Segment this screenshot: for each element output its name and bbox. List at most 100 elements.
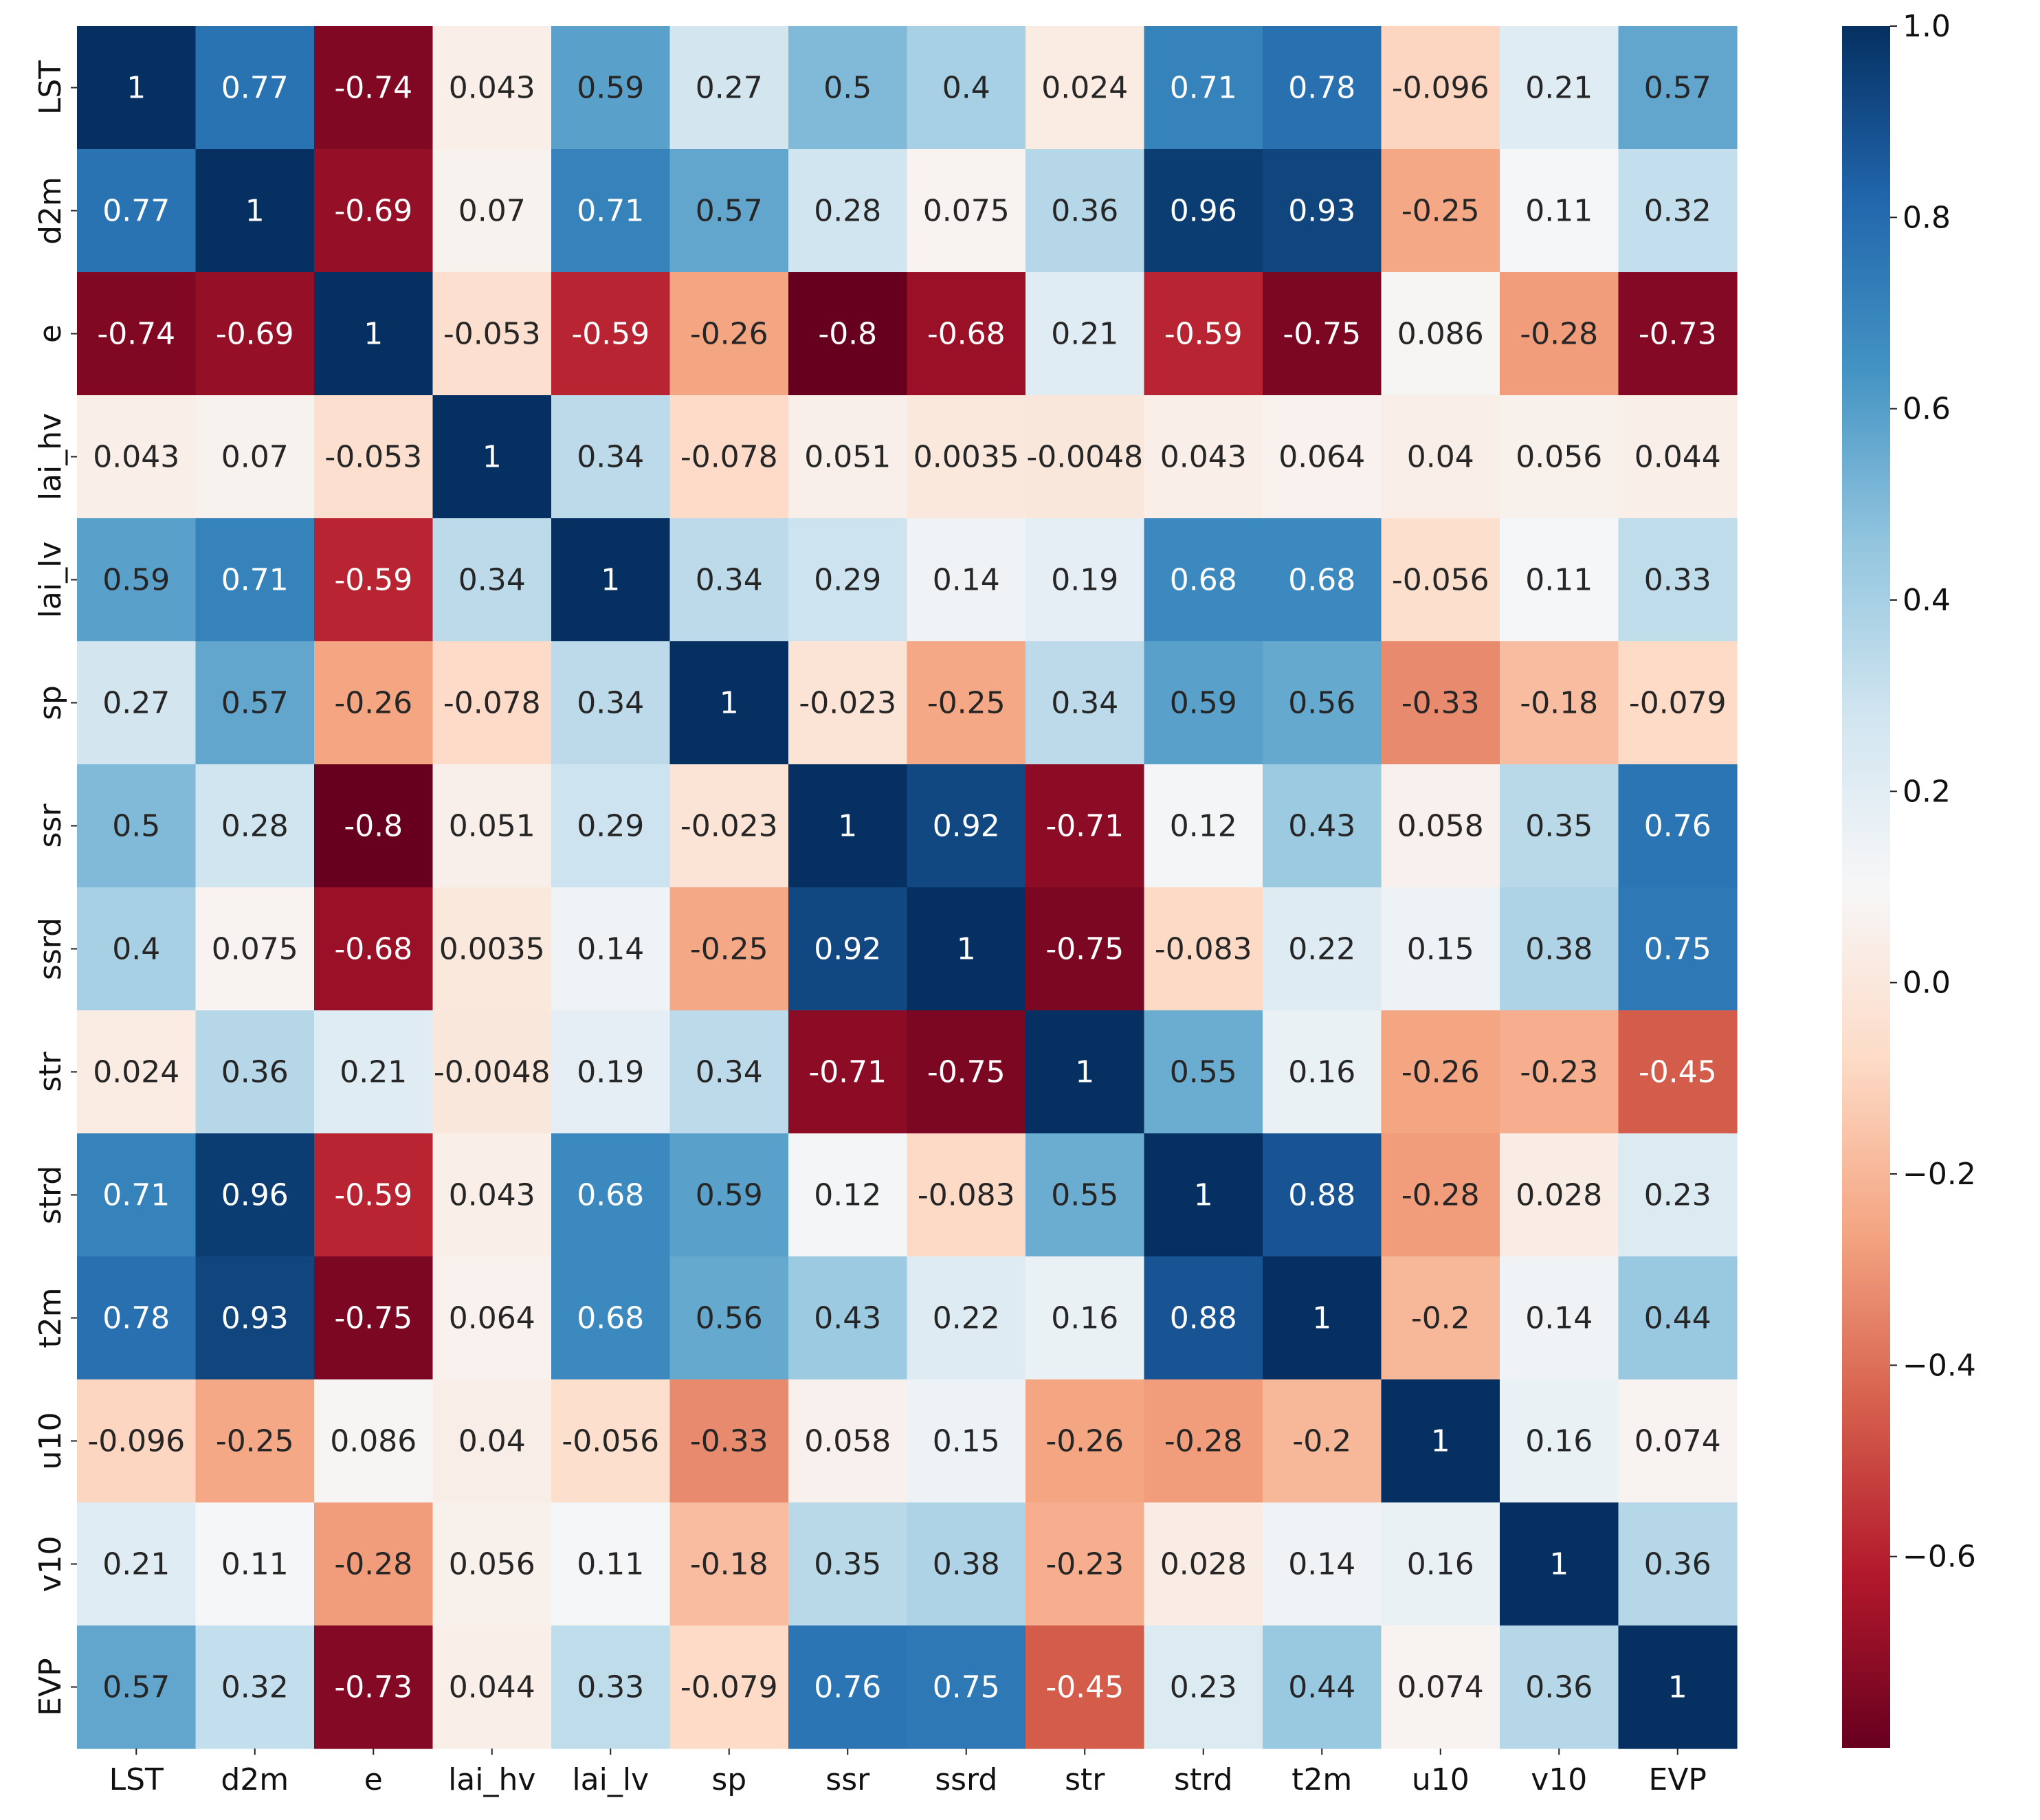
cell-label-u10-EVP: 0.074 bbox=[1634, 1424, 1721, 1459]
heatmap-cell-sp-e bbox=[314, 641, 434, 765]
heatmap-cell-d2m-LST bbox=[77, 149, 197, 273]
heatmap-cell-LST-e bbox=[314, 26, 434, 150]
cell-label-u10-e: 0.086 bbox=[330, 1424, 417, 1459]
cell-label-d2m-lai_hv: 0.07 bbox=[458, 194, 526, 229]
heatmap-cell-lai_hv-v10 bbox=[1500, 395, 1619, 519]
x-tick-label-u10: u10 bbox=[1412, 1762, 1470, 1797]
heatmap-cell-ssrd-d2m bbox=[195, 887, 315, 1011]
heatmap-cell-u10-sp bbox=[669, 1379, 789, 1503]
cell-label-e-LST: -0.74 bbox=[97, 317, 175, 352]
heatmap-cell-ssr-ssrd bbox=[907, 764, 1026, 888]
heatmap-cell-lai_hv-lai_lv bbox=[551, 395, 671, 519]
heatmap-cell-strd-EVP bbox=[1618, 1133, 1738, 1257]
cell-label-lai_lv-LST: 0.59 bbox=[102, 563, 170, 598]
cell-label-ssr-sp: -0.023 bbox=[680, 809, 778, 844]
x-tick-label-e: e bbox=[364, 1762, 383, 1797]
cell-label-ssr-EVP: 0.76 bbox=[1644, 809, 1711, 844]
cell-label-lai_hv-str: -0.0048 bbox=[1026, 440, 1143, 475]
heatmap-cell-e-ssrd bbox=[907, 272, 1026, 396]
heatmap-cell-d2m-u10 bbox=[1381, 149, 1500, 273]
heatmap-cell-ssr-t2m bbox=[1263, 764, 1382, 888]
cell-label-ssr-str: -0.71 bbox=[1045, 809, 1124, 844]
heatmap-cell-e-e bbox=[314, 272, 434, 396]
heatmap-cell-str-d2m bbox=[195, 1010, 315, 1134]
cell-label-LST-lai_lv: 0.59 bbox=[577, 71, 644, 106]
cell-label-v10-strd: 0.028 bbox=[1160, 1547, 1247, 1582]
cell-label-e-strd: -0.59 bbox=[1164, 317, 1243, 352]
heatmap-cell-sp-LST bbox=[77, 641, 197, 765]
heatmap-cell-sp-strd bbox=[1144, 641, 1263, 765]
cell-label-lai_lv-v10: 0.11 bbox=[1525, 563, 1593, 598]
colorbar-tick-label: 0.8 bbox=[1903, 200, 1951, 235]
cell-label-ssrd-sp: -0.25 bbox=[690, 932, 768, 967]
heatmap-cell-LST-lai_hv bbox=[432, 26, 552, 150]
cell-label-d2m-str: 0.36 bbox=[1051, 194, 1118, 229]
cell-label-EVP-v10: 0.36 bbox=[1525, 1670, 1593, 1705]
x-axis-ticks: LST d2m e lai_hv lai_lv sp ssr ssrd str strd t2m u1… bbox=[109, 1749, 1707, 1797]
heatmap-cell-t2m-t2m bbox=[1263, 1256, 1382, 1380]
heatmap-cell-ssr-EVP bbox=[1618, 764, 1738, 888]
heatmap-cell-u10-LST bbox=[77, 1379, 197, 1503]
cell-label-ssrd-str: -0.75 bbox=[1045, 932, 1124, 967]
cell-label-LST-strd: 0.71 bbox=[1170, 71, 1237, 106]
heatmap-cell-ssr-u10 bbox=[1381, 764, 1500, 888]
heatmap-cell-ssrd-strd bbox=[1144, 887, 1263, 1011]
heatmap-cell-LST-lai_lv bbox=[551, 26, 671, 150]
cell-label-d2m-u10: -0.25 bbox=[1401, 194, 1480, 229]
cell-label-u10-ssr: 0.058 bbox=[804, 1424, 891, 1459]
heatmap-cell-v10-ssrd bbox=[907, 1502, 1026, 1626]
cell-label-e-ssr: -0.8 bbox=[818, 317, 877, 352]
cell-label-sp-v10: -0.18 bbox=[1520, 686, 1598, 721]
cell-label-str-ssr: -0.71 bbox=[808, 1055, 887, 1090]
cell-label-strd-d2m: 0.96 bbox=[221, 1178, 289, 1213]
cell-label-ssrd-v10: 0.38 bbox=[1525, 932, 1593, 967]
heatmap-cell-v10-v10 bbox=[1500, 1502, 1619, 1626]
heatmap-cell-d2m-lai_hv bbox=[432, 149, 552, 273]
y-tick-label-lai_hv: lai_hv bbox=[33, 413, 68, 500]
cell-label-LST-sp: 0.27 bbox=[696, 71, 763, 106]
heatmap-cell-d2m-t2m bbox=[1263, 149, 1382, 273]
cell-label-EVP-u10: 0.074 bbox=[1397, 1670, 1484, 1705]
cell-label-d2m-sp: 0.57 bbox=[696, 194, 763, 229]
heatmap-cell-ssr-lai_hv bbox=[432, 764, 552, 888]
cell-label-e-u10: 0.086 bbox=[1397, 317, 1484, 352]
cell-label-e-e: 1 bbox=[364, 317, 383, 352]
cell-label-d2m-v10: 0.11 bbox=[1525, 194, 1593, 229]
heatmap-cell-str-lai_lv bbox=[551, 1010, 671, 1134]
colorbar-tick-label: −0.6 bbox=[1903, 1540, 1976, 1575]
cell-label-v10-LST: 0.21 bbox=[102, 1547, 170, 1582]
cell-label-d2m-lai_lv: 0.71 bbox=[577, 194, 644, 229]
heatmap-cell-u10-str bbox=[1025, 1379, 1145, 1503]
heatmap-cell-sp-sp bbox=[669, 641, 789, 765]
heatmap-cell-t2m-d2m bbox=[195, 1256, 315, 1380]
heatmap-cell-lai_hv-e bbox=[314, 395, 434, 519]
cell-label-EVP-str: -0.45 bbox=[1045, 1670, 1124, 1705]
heatmap-cell-sp-lai_lv bbox=[551, 641, 671, 765]
heatmap-cell-strd-t2m bbox=[1263, 1133, 1382, 1257]
cell-label-ssrd-strd: -0.083 bbox=[1155, 932, 1252, 967]
heatmap-cell-ssrd-ssrd bbox=[907, 887, 1026, 1011]
x-tick-label-str: str bbox=[1065, 1762, 1105, 1797]
cell-label-str-u10: -0.26 bbox=[1401, 1055, 1480, 1090]
heatmap-cell-t2m-v10 bbox=[1500, 1256, 1619, 1380]
heatmap-cell-strd-ssrd bbox=[907, 1133, 1026, 1257]
cell-label-t2m-e: -0.75 bbox=[334, 1301, 412, 1336]
heatmap-cell-EVP-ssrd bbox=[907, 1625, 1026, 1749]
heatmap-cell-t2m-ssr bbox=[788, 1256, 908, 1380]
x-tick-label-sp: sp bbox=[711, 1762, 746, 1797]
heatmap-cell-sp-str bbox=[1025, 641, 1145, 765]
heatmap-cell-EVP-t2m bbox=[1263, 1625, 1382, 1749]
heatmap-cell-u10-lai_lv bbox=[551, 1379, 671, 1503]
cell-label-ssr-u10: 0.058 bbox=[1397, 809, 1484, 844]
x-tick-label-LST: LST bbox=[109, 1762, 164, 1797]
heatmap-cell-e-ssr bbox=[788, 272, 908, 396]
cell-label-str-sp: 0.34 bbox=[696, 1055, 763, 1090]
heatmap-cell-u10-ssr bbox=[788, 1379, 908, 1503]
heatmap-cell-str-v10 bbox=[1500, 1010, 1619, 1134]
heatmap-cell-lai_lv-d2m bbox=[195, 518, 315, 642]
colorbar-tick-label: 0.2 bbox=[1903, 774, 1951, 809]
heatmap-cell-lai_hv-sp bbox=[669, 395, 789, 519]
colorbar-tick-label: 0.4 bbox=[1903, 583, 1951, 618]
heatmap-cell-strd-strd bbox=[1144, 1133, 1263, 1257]
